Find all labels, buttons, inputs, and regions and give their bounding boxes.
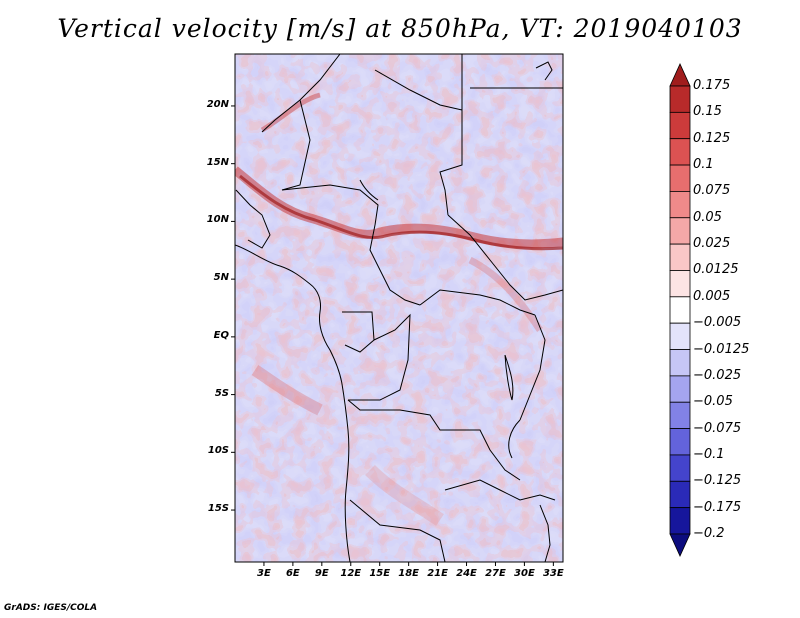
- lake-tanganyika-area: [508, 419, 521, 459]
- colorbar-bin: [669, 507, 691, 535]
- colorbar-bin: [669, 270, 691, 298]
- border-zambia: [444, 479, 556, 501]
- ascent-patch-east: [468, 256, 543, 332]
- lake-chad-outline: [359, 179, 379, 201]
- colorbar-bin: [669, 243, 691, 271]
- border-mali-niger: [281, 99, 311, 191]
- colorbar-label: −0.025: [693, 367, 742, 383]
- vertical-velocity-field: [235, 54, 563, 562]
- ascent-patch-southern: [365, 464, 444, 526]
- colorbar-bin: [669, 217, 691, 245]
- colorbar-bin: [669, 111, 691, 140]
- colorbar-label: −0.0125: [693, 341, 750, 357]
- colorbar-label: −0.05: [693, 394, 733, 410]
- lon-label: 12E: [340, 568, 362, 579]
- border-drc-angola: [347, 399, 521, 481]
- grads-credit: GrADS: IGES/COLA: [4, 603, 98, 613]
- colorbar-label: −0.2: [693, 526, 725, 541]
- map-title: Vertical velocity [m/s] at 850hPa, VT: 2…: [57, 14, 743, 43]
- lon-label: 18E: [398, 568, 420, 579]
- colorbar-bin: [669, 138, 691, 166]
- colorbar-label: 0.1: [693, 157, 714, 173]
- colorbar-bottom-arrow: [669, 533, 691, 557]
- colorbar: [669, 63, 691, 557]
- colorbar-bin: [669, 164, 691, 192]
- colorbar-bin: [669, 322, 691, 350]
- lat-label: 10S: [207, 445, 229, 457]
- lat-label: EQ: [213, 329, 229, 341]
- lon-label: 9E: [314, 568, 329, 579]
- lat-label: 5N: [213, 272, 229, 284]
- colorbar-bin: [669, 85, 691, 113]
- lat-label: 15N: [206, 156, 229, 168]
- colorbar-label: 0.075: [693, 183, 731, 199]
- country-borders: [235, 54, 563, 562]
- colorbar-label: 0.175: [693, 78, 731, 93]
- lon-label: 3E: [257, 568, 271, 579]
- lat-label: 20N: [206, 98, 229, 110]
- colorbar-bin: [669, 428, 691, 456]
- colorbar-label: −0.125: [693, 473, 742, 489]
- border-angola-namibia: [349, 499, 446, 562]
- border-malawi-mozambique: [539, 504, 551, 562]
- border-niger-nigeria: [281, 184, 379, 226]
- colorbar-bin: [669, 401, 691, 429]
- border-car-drc: [419, 289, 536, 316]
- colorbar-bin: [669, 191, 691, 219]
- border-chad-sudan: [439, 110, 463, 216]
- nile-delta-outline: [535, 61, 553, 81]
- lat-label: 5S: [214, 387, 229, 399]
- axis-ticks: [231, 105, 554, 566]
- lon-label: 30E: [514, 568, 535, 579]
- lon-label: 27E: [485, 568, 506, 579]
- colorbar-top-arrow: [669, 63, 691, 87]
- colorbar-label: −0.005: [693, 315, 742, 331]
- atlantic-coastline: [235, 244, 351, 562]
- ascent-patch-south-atlantic: [251, 365, 323, 416]
- map-frame: [234, 53, 564, 563]
- colorbar-bin: [669, 375, 691, 403]
- lon-label: 6E: [285, 568, 300, 579]
- colorbar-label: −0.075: [693, 420, 742, 436]
- border-sudan-south-sudan: [447, 214, 563, 301]
- colorbar-label: −0.1: [693, 446, 725, 462]
- border-libya-algeria: [374, 54, 463, 111]
- colorbar-label: 0.05: [693, 209, 722, 225]
- colorbar-label: 0.025: [693, 236, 731, 252]
- lake-victoria-outline: [504, 354, 514, 401]
- lat-label: 15S: [207, 503, 229, 515]
- border-cameroon-car: [369, 224, 421, 306]
- lat-label: 10N: [206, 214, 229, 226]
- lon-label: 33E: [542, 568, 564, 579]
- colorbar-label: 0.15: [693, 104, 722, 120]
- border-east-african: [519, 314, 546, 421]
- colorbar-bin: [669, 454, 691, 482]
- colorbar-bin: [669, 296, 691, 324]
- lon-label: 15E: [369, 568, 391, 579]
- colorbar-bin: [669, 480, 691, 509]
- colorbar-bin: [669, 349, 691, 377]
- colorbar-label: 0.005: [693, 288, 731, 304]
- border-west-africa: [235, 189, 271, 249]
- colorbar-label: −0.175: [693, 499, 742, 515]
- lon-label: 21E: [427, 568, 448, 579]
- border-congo: [348, 313, 411, 401]
- lon-label: 24E: [456, 568, 477, 579]
- ascent-core-10n: [239, 174, 563, 251]
- colorbar-label: 0.0125: [693, 262, 739, 278]
- colorbar-label: 0.125: [693, 130, 731, 146]
